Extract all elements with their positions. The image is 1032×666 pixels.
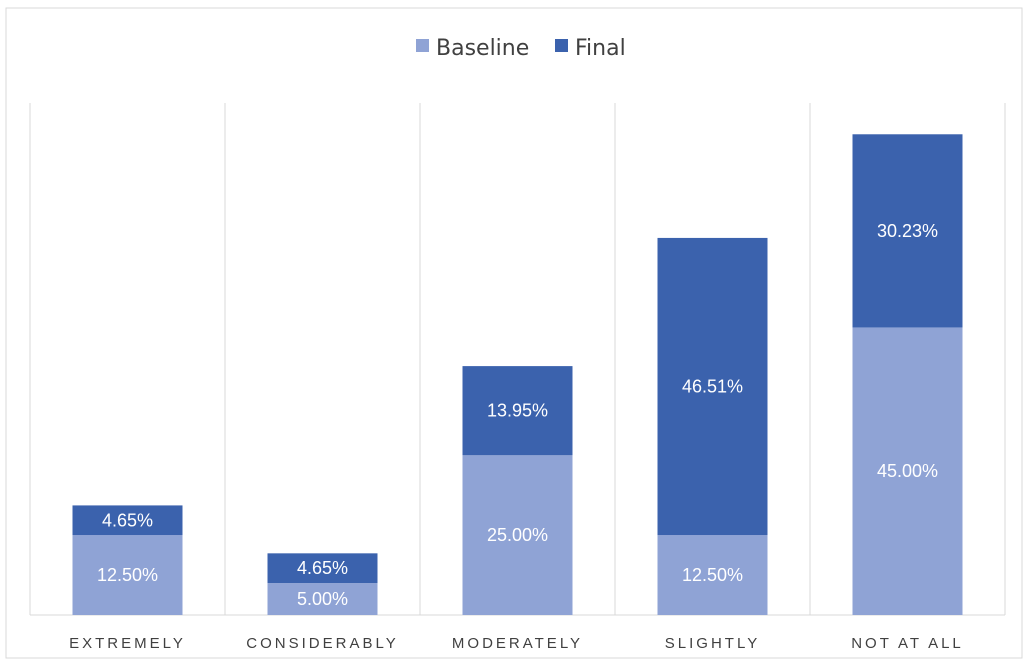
- data-label-final: 46.51%: [682, 377, 743, 397]
- bars: [72, 134, 963, 615]
- bar-final: [657, 237, 768, 536]
- bar-baseline: [657, 535, 768, 615]
- category-label: NOT AT ALL: [851, 635, 964, 652]
- data-label-final: 13.95%: [487, 401, 548, 421]
- legend-swatch-baseline: [416, 39, 429, 52]
- category-axis: EXTREMELY CONSIDERABLY MODERATELY SLIGHTLY N…: [69, 635, 964, 652]
- data-label-baseline: 5.00%: [297, 589, 348, 609]
- category-label: CONSIDERABLY: [246, 635, 398, 652]
- bar-final: [267, 553, 378, 584]
- data-label-baseline: 12.50%: [97, 565, 158, 585]
- bar-final: [462, 366, 573, 456]
- legend-label-final: Final: [575, 36, 626, 61]
- bar-baseline: [72, 535, 183, 615]
- data-label-baseline: 45.00%: [877, 461, 938, 481]
- bar-final: [72, 505, 183, 536]
- category-label: MODERATELY: [452, 635, 583, 652]
- category-label: EXTREMELY: [69, 635, 186, 652]
- bar-baseline: [267, 583, 378, 615]
- data-label-baseline: 25.00%: [487, 525, 548, 545]
- data-label-final: 30.23%: [877, 221, 938, 241]
- legend-label-baseline: Baseline: [436, 36, 529, 61]
- category-gridlines: [29, 103, 1006, 616]
- bar-baseline: [852, 327, 963, 615]
- data-label-final: 4.65%: [297, 558, 348, 578]
- bar-baseline: [462, 455, 573, 615]
- bar-final: [852, 134, 963, 328]
- data-labels: 12.50% 4.65% 5.00% 4.65% 25.00% 13.95% 12.50% 4…: [97, 221, 938, 609]
- legend: Baseline Final: [416, 36, 626, 61]
- data-label-final: 4.65%: [102, 510, 153, 530]
- data-label-baseline: 12.50%: [682, 565, 743, 585]
- legend-swatch-final: [555, 39, 568, 52]
- category-label: SLIGHTLY: [665, 635, 760, 652]
